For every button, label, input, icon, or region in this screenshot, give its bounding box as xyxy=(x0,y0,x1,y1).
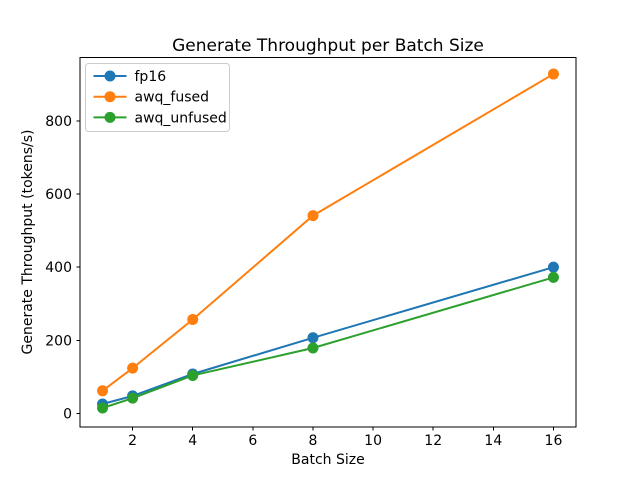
x-tick-label: 6 xyxy=(248,433,257,449)
data-point-awq_fused-1 xyxy=(97,385,109,397)
chart-title: Generate Throughput per Batch Size xyxy=(172,36,484,56)
y-tick-label: 400 xyxy=(45,260,72,276)
x-tick-label: 2 xyxy=(128,433,137,449)
legend-marker-awq_fused xyxy=(104,91,116,103)
data-point-awq_unfused-8 xyxy=(307,342,319,354)
y-tick-label: 0 xyxy=(63,406,72,422)
x-tick-label: 8 xyxy=(309,433,318,449)
series-line-awq_unfused xyxy=(101,276,555,409)
x-tick-label: 12 xyxy=(424,433,442,449)
legend-box xyxy=(85,63,230,132)
data-point-awq_fused-4 xyxy=(187,313,199,325)
data-point-fp16-8 xyxy=(307,332,319,344)
legend-label-awq_fused: awq_fused xyxy=(135,90,210,106)
data-point-awq_unfused-4 xyxy=(187,369,199,381)
legend-marker-fp16 xyxy=(104,70,116,82)
plot-border xyxy=(79,57,577,428)
data-point-awq_unfused-16 xyxy=(547,271,559,283)
x-tick-label: 10 xyxy=(364,433,382,449)
y-tick-label: 600 xyxy=(45,187,72,203)
data-point-awq_fused-8 xyxy=(307,210,319,222)
x-axis-label: Batch Size xyxy=(291,452,365,468)
data-point-awq_unfused-1 xyxy=(97,402,109,414)
y-tick-label: 200 xyxy=(45,333,72,349)
x-tick-label: 16 xyxy=(545,433,563,449)
x-tick-label: 4 xyxy=(188,433,197,449)
y-axis-label: Generate Throughput (tokens/s) xyxy=(20,129,36,355)
x-tick-label: 14 xyxy=(484,433,502,449)
data-point-fp16-16 xyxy=(547,261,559,273)
y-tick-label: 800 xyxy=(45,114,72,130)
legend-label-fp16: fp16 xyxy=(135,69,167,85)
data-point-awq_fused-16 xyxy=(547,68,559,80)
data-point-awq_fused-2 xyxy=(127,362,139,374)
legend-label-awq_unfused: awq_unfused xyxy=(135,110,227,126)
data-point-awq_unfused-2 xyxy=(127,392,139,404)
legend-marker-awq_unfused xyxy=(104,111,116,123)
